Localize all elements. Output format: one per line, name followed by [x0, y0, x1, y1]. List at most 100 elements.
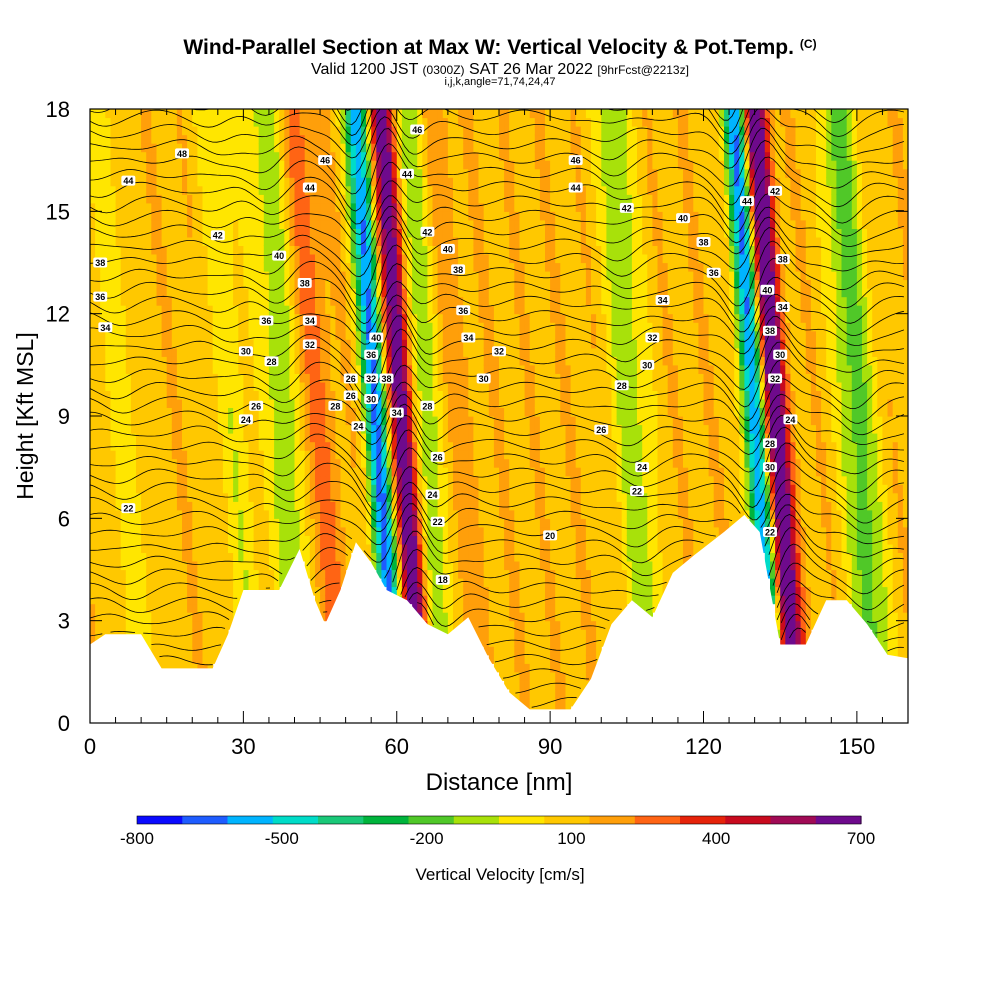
velocity-cell — [125, 279, 132, 289]
velocity-cell — [141, 109, 147, 119]
velocity-cell — [202, 535, 209, 545]
velocity-cell — [493, 177, 500, 187]
velocity-cell — [325, 271, 331, 281]
velocity-cell — [100, 364, 106, 374]
velocity-cell — [427, 236, 434, 246]
velocity-cell — [253, 330, 260, 340]
velocity-cell — [483, 288, 490, 298]
velocity-cell — [156, 398, 163, 408]
velocity-cell — [90, 228, 96, 238]
velocity-cell — [182, 433, 188, 443]
velocity-cell — [488, 356, 495, 366]
velocity-cell — [473, 441, 480, 451]
velocity-cell — [325, 279, 331, 289]
velocity-cell — [468, 236, 474, 246]
velocity-cell — [401, 262, 408, 272]
velocity-cell — [422, 595, 428, 605]
velocity-cell — [468, 313, 474, 323]
velocity-cell — [468, 569, 474, 579]
velocity-cell — [381, 356, 388, 366]
velocity-cell — [197, 646, 204, 656]
velocity-cell — [468, 347, 474, 357]
velocity-cell — [192, 381, 198, 391]
velocity-cell — [207, 654, 214, 664]
velocity-cell — [187, 518, 193, 528]
velocity-cell — [453, 117, 459, 127]
velocity-cell — [478, 219, 485, 229]
velocity-cell — [401, 407, 408, 417]
velocity-cell — [110, 629, 117, 639]
velocity-cell — [136, 526, 142, 536]
velocity-cell — [396, 245, 403, 255]
velocity-cell — [222, 202, 229, 212]
velocity-cell — [248, 552, 255, 562]
velocity-cell — [233, 143, 239, 153]
velocity-cell — [391, 254, 398, 264]
velocity-cell — [447, 373, 454, 383]
velocity-cell — [115, 518, 122, 528]
velocity-cell — [504, 211, 510, 221]
velocity-cell — [432, 603, 439, 613]
velocity-cell — [233, 450, 239, 460]
velocity-cell — [478, 330, 485, 340]
velocity-cell — [263, 475, 270, 485]
velocity-cell — [253, 168, 260, 178]
velocity-cell — [238, 492, 244, 502]
velocity-cell — [289, 236, 296, 246]
velocity-cell — [151, 398, 157, 408]
velocity-cell — [90, 151, 96, 161]
velocity-cell — [202, 245, 209, 255]
velocity-cell — [427, 416, 434, 426]
velocity-cell — [330, 194, 336, 204]
velocity-cell — [509, 518, 515, 528]
velocity-cell — [115, 603, 122, 613]
velocity-cell — [447, 211, 454, 221]
velocity-cell — [325, 356, 331, 366]
velocity-cell — [110, 254, 117, 264]
velocity-cell — [222, 347, 229, 357]
velocity-cell — [166, 450, 173, 460]
velocity-cell — [253, 578, 260, 588]
velocity-cell — [95, 160, 101, 170]
velocity-cell — [463, 407, 469, 417]
velocity-cell — [202, 569, 209, 579]
velocity-cell — [345, 262, 352, 272]
velocity-cell — [442, 109, 449, 119]
velocity-cell — [325, 526, 331, 536]
velocity-cell — [417, 518, 423, 528]
velocity-cell — [294, 441, 301, 451]
velocity-cell — [427, 569, 434, 579]
velocity-cell — [427, 603, 434, 613]
velocity-cell — [222, 168, 229, 178]
velocity-cell — [315, 364, 321, 374]
velocity-cell — [202, 543, 209, 553]
velocity-cell — [437, 398, 444, 408]
velocity-cell — [115, 160, 122, 170]
velocity-cell — [422, 296, 428, 306]
velocity-cell — [141, 450, 147, 460]
velocity-cell — [279, 552, 285, 562]
velocity-cell — [458, 475, 464, 485]
velocity-cell — [304, 117, 311, 127]
velocity-cell — [166, 347, 173, 357]
velocity-cell — [289, 109, 296, 119]
velocity-cell — [309, 433, 316, 443]
velocity-cell — [463, 347, 469, 357]
velocity-cell — [422, 578, 428, 588]
velocity-cell — [228, 535, 234, 545]
velocity-cell — [289, 364, 296, 374]
velocity-cell — [217, 381, 224, 391]
velocity-cell — [417, 416, 423, 426]
velocity-cell — [427, 484, 434, 494]
velocity-cell — [202, 484, 209, 494]
velocity-cell — [136, 219, 142, 229]
velocity-cell — [274, 160, 280, 170]
velocity-cell — [473, 416, 480, 426]
velocity-cell — [407, 441, 413, 451]
velocity-cell — [279, 578, 285, 588]
velocity-cell — [171, 262, 178, 272]
velocity-cell — [176, 543, 183, 553]
velocity-cell — [463, 236, 469, 246]
velocity-cell — [182, 484, 188, 494]
velocity-cell — [187, 535, 193, 545]
